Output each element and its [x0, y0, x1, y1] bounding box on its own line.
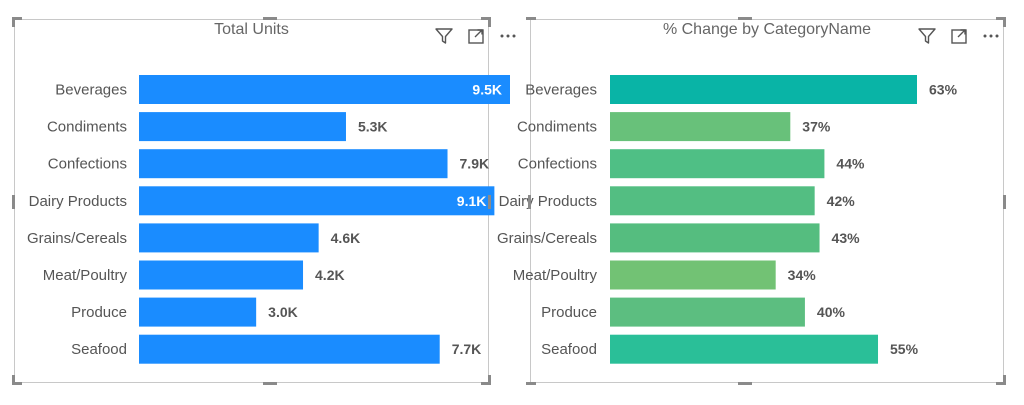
category-label: Condiments	[517, 119, 597, 136]
filter-icon[interactable]	[916, 25, 938, 47]
resize-handle-top-left[interactable]	[526, 17, 536, 20]
bar[interactable]	[610, 112, 791, 142]
resize-handle-top-right[interactable]	[488, 17, 491, 27]
bar[interactable]	[139, 260, 304, 290]
resize-handle-bottom-right[interactable]	[996, 382, 1006, 385]
data-label: 9.1K	[457, 193, 487, 209]
data-label: 5.3K	[358, 119, 388, 135]
category-label: Confections	[518, 156, 597, 173]
chart-title: % Change by CategoryName	[662, 21, 872, 38]
bar[interactable]	[610, 186, 815, 216]
data-label: 43%	[832, 230, 861, 246]
category-label: Grains/Cereals	[497, 230, 597, 247]
data-label: 63%	[929, 82, 958, 98]
data-label: 44%	[836, 156, 865, 172]
category-label: Grains/Cereals	[27, 230, 127, 247]
category-label: Produce	[71, 304, 127, 321]
resize-handle-bottom-right[interactable]	[1003, 375, 1006, 385]
bar[interactable]	[139, 334, 440, 364]
category-label: Dairy Products	[29, 193, 127, 210]
resize-handle-bottom-right[interactable]	[481, 382, 491, 385]
data-label: 4.6K	[331, 230, 361, 246]
resize-handle-right[interactable]	[1003, 195, 1006, 209]
resize-handle-top[interactable]	[263, 17, 277, 20]
data-label: 4.2K	[315, 267, 345, 283]
data-label: 42%	[827, 193, 856, 209]
resize-handle-top-right[interactable]	[1003, 17, 1006, 27]
data-label: 7.7K	[452, 341, 482, 357]
resize-handle-top-left[interactable]	[12, 17, 22, 20]
resize-handle-top-right[interactable]	[481, 17, 491, 20]
category-label: Dairy Products	[499, 193, 597, 210]
category-label: Beverages	[525, 82, 597, 99]
more-options-icon[interactable]	[497, 25, 519, 47]
data-label: 9.5K	[472, 82, 502, 98]
focus-mode-icon[interactable]	[948, 25, 970, 47]
resize-handle-top[interactable]	[738, 17, 752, 20]
category-label: Beverages	[55, 82, 127, 99]
chart-title: Total Units	[214, 21, 289, 38]
category-label: Seafood	[71, 341, 127, 358]
resize-handle-bottom-left[interactable]	[12, 375, 15, 385]
data-label: 37%	[802, 119, 831, 135]
resize-handle-top-left[interactable]	[12, 17, 15, 27]
percent-change-visual[interactable]: % Change by CategoryName Beverages 63% Con…	[497, 19, 1004, 383]
bar[interactable]	[610, 260, 776, 290]
category-label: Condiments	[47, 119, 127, 136]
visual-header-icons	[916, 25, 1002, 47]
visual-header-icons	[433, 25, 519, 47]
bar[interactable]	[610, 334, 879, 364]
category-label: Seafood	[541, 341, 597, 358]
data-label: 40%	[817, 304, 846, 320]
bar[interactable]	[139, 75, 510, 104]
resize-handle-bottom-right[interactable]	[488, 375, 491, 385]
more-options-icon[interactable]	[980, 25, 1002, 47]
bar[interactable]	[139, 297, 257, 327]
resize-handle-bottom-left[interactable]	[12, 382, 22, 385]
resize-handle-right[interactable]	[488, 195, 491, 209]
resize-handle-left[interactable]	[528, 195, 531, 209]
resize-handle-bottom[interactable]	[263, 382, 277, 385]
category-label: Produce	[541, 304, 597, 321]
filter-icon[interactable]	[433, 25, 455, 47]
bar[interactable]	[139, 149, 448, 179]
resize-handle-left[interactable]	[12, 195, 15, 209]
bar[interactable]	[139, 112, 346, 142]
bar[interactable]	[139, 223, 319, 253]
data-label: 7.9K	[460, 156, 490, 172]
percent-change-chart: Beverages 63% Condiments 37% Confections 44% D…	[497, 75, 958, 364]
bar[interactable]	[610, 149, 825, 179]
resize-handle-bottom-left[interactable]	[526, 382, 536, 385]
category-label: Confections	[48, 156, 127, 173]
bar[interactable]	[139, 186, 495, 216]
data-label: 55%	[890, 341, 919, 357]
total-units-visual[interactable]: Total Units Beverages 9.5K Condiments 5.3K C…	[14, 19, 516, 383]
resize-handle-top-right[interactable]	[996, 17, 1006, 20]
bar[interactable]	[610, 75, 917, 104]
bar[interactable]	[610, 223, 820, 253]
data-label: 34%	[788, 267, 817, 283]
total-units-chart: Beverages 9.5K Condiments 5.3K Confections 7.…	[27, 75, 510, 364]
focus-mode-icon[interactable]	[465, 25, 487, 47]
bar[interactable]	[610, 297, 805, 327]
data-label: 3.0K	[268, 304, 298, 320]
category-label: Meat/Poultry	[43, 267, 128, 284]
category-label: Meat/Poultry	[513, 267, 598, 284]
resize-handle-bottom[interactable]	[738, 382, 752, 385]
